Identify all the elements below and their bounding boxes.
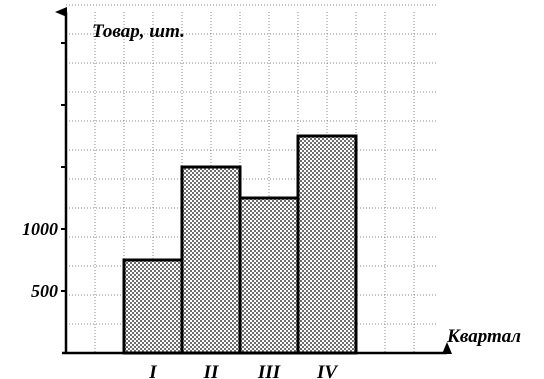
bar-II [180,165,242,355]
x-tick-label-II: II [203,362,219,379]
bar-I [122,258,184,355]
y-axis-title: Товар, шт. [92,21,185,42]
bar-IV [296,134,358,355]
x-tick-label-III: III [257,362,281,379]
y-tick-label-1000: 1000 [22,219,58,239]
axes [55,7,452,355]
y-tick-label-500: 500 [31,281,58,301]
x-axis-title: Квартал [446,326,521,347]
bar-III [238,196,300,355]
grid [66,4,437,353]
x-tick-label-I: I [148,362,157,379]
x-tick-label-IV: IV [316,362,338,379]
bars [122,134,358,355]
